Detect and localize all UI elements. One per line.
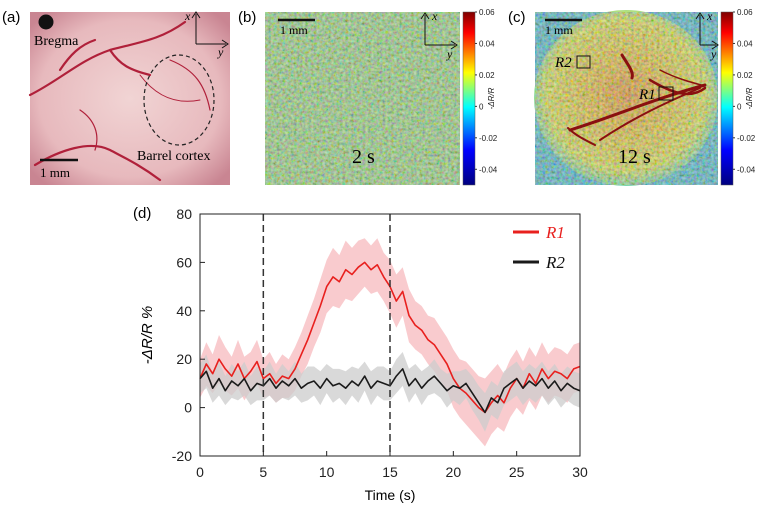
axis-x-label: x	[431, 9, 438, 23]
legend-label: R1	[545, 223, 565, 242]
panel-label: (c)	[508, 9, 526, 26]
scale-label: 1 mm	[40, 165, 70, 180]
region-label: Barrel cortex	[137, 149, 210, 164]
y-tick-label: 20	[176, 351, 192, 367]
colorbar-title: -ΔR/R	[487, 87, 496, 109]
axis-x-label: x	[706, 9, 713, 23]
axis-y-label: y	[446, 47, 453, 61]
colorbar-title: -ΔR/R	[745, 87, 754, 109]
x-axis-title: Time (s)	[365, 487, 416, 503]
colorbar-tick-label: 0.06	[737, 8, 753, 17]
colorbar-tick-label: -0.02	[737, 134, 756, 143]
colorbar-tick-label: 0.02	[479, 71, 495, 80]
landmark-label: Bregma	[34, 34, 79, 49]
x-tick-label: 5	[259, 464, 267, 480]
x-tick-label: 20	[446, 464, 462, 480]
colorbar-scale	[720, 11, 734, 186]
y-tick-label: 40	[176, 303, 192, 319]
y-tick-label: 80	[176, 206, 192, 222]
time-label: 12 s	[618, 146, 651, 168]
scale-label: 1 mm	[280, 23, 308, 37]
legend-label: R2	[545, 253, 565, 272]
y-axis-title: -ΔR/R %	[139, 306, 156, 364]
photo-a	[28, 11, 230, 185]
x-tick-label: 15	[382, 464, 398, 480]
axis-y-label: y	[710, 47, 717, 61]
colorbar-tick-label: 0.04	[479, 39, 495, 48]
axis-y-label: y	[217, 45, 224, 59]
colorbar-tick-label: -0.02	[479, 134, 498, 143]
x-tick-label: 30	[572, 464, 588, 480]
colorbar: 0.06 0.04 0.02 0 -0.02 -0.04 -ΔR/R	[462, 8, 498, 186]
colorbar-tick-label: 0.02	[737, 71, 753, 80]
roi-label: R2	[554, 55, 572, 71]
map-c	[534, 10, 719, 186]
colorbar-tick-label: 0.04	[737, 39, 753, 48]
time-label: 2 s	[352, 146, 375, 168]
y-tick-label: 0	[184, 400, 192, 416]
y-tick-label: 60	[176, 254, 192, 270]
x-tick-label: 10	[319, 464, 335, 480]
x-tick-label: 0	[196, 464, 204, 480]
colorbar-scale	[462, 11, 476, 186]
x-tick-label: 25	[509, 464, 525, 480]
colorbar-tick-label: 0	[479, 102, 484, 111]
colorbar-tick-label: -0.04	[479, 165, 498, 174]
scale-label: 1 mm	[545, 23, 573, 37]
map-b	[265, 12, 460, 185]
colorbar: 0.06 0.04 0.02 0 -0.02 -0.04 -ΔR/R	[720, 8, 756, 186]
colorbar-tick-label: -0.04	[737, 165, 756, 174]
colorbar-tick-label: 0.06	[479, 8, 495, 17]
colorbar-tick-label: 0	[737, 102, 742, 111]
panel-label: (d)	[133, 205, 151, 222]
panel-label: (b)	[238, 9, 256, 26]
roi-label: R1	[638, 87, 656, 103]
panel-label: (a)	[2, 9, 20, 26]
y-tick-label: -20	[172, 448, 192, 464]
axis-x-label: x	[184, 9, 191, 23]
